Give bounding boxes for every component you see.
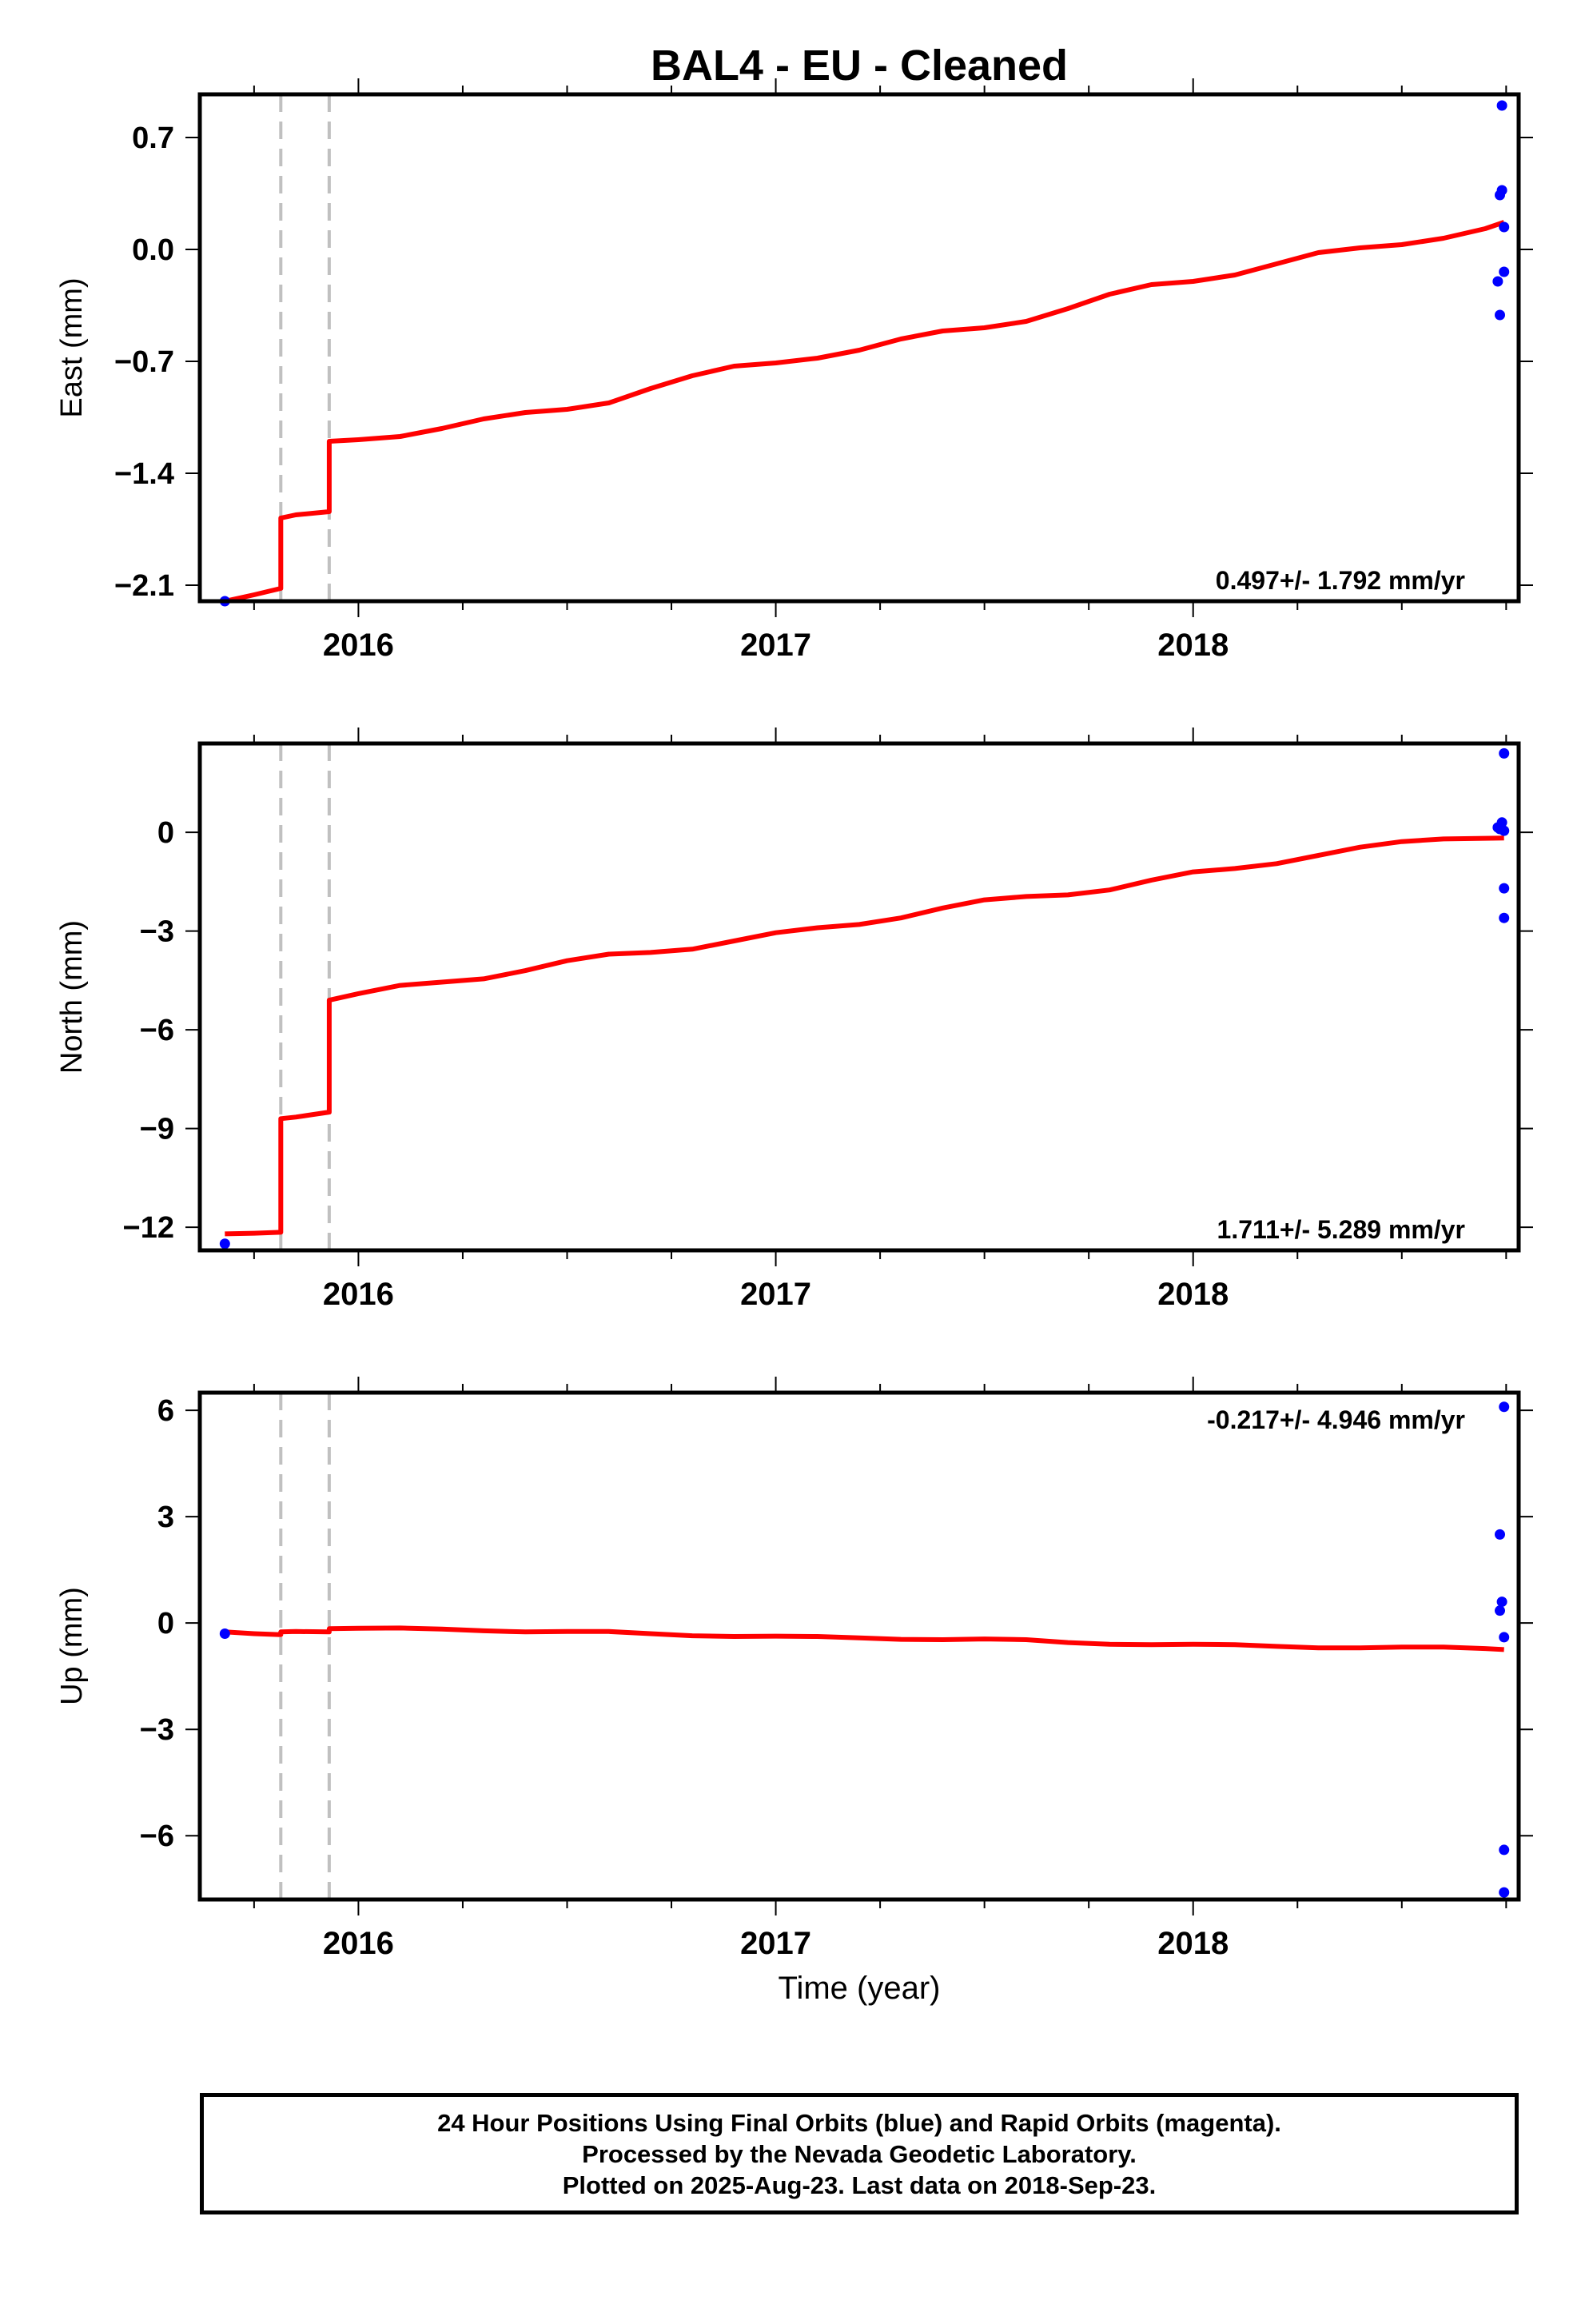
data-point (1499, 747, 1510, 759)
x-tick-label: 2016 (323, 1926, 394, 1961)
data-point (1499, 221, 1510, 233)
panel-frame (197, 92, 1521, 604)
y-tick-label: −6 (140, 1820, 174, 1853)
y-tick-label: −1.4 (114, 457, 174, 491)
data-point (1499, 266, 1510, 277)
panel-east: 0.7 0.0 −0.7 −1.4 −2.1 2016 2017 2018 East (mm) 0… (55, 78, 1533, 663)
x-tick-label: 2018 (1157, 1926, 1229, 1961)
data-point (1492, 276, 1503, 287)
y-tick-label: 0.7 (132, 122, 174, 155)
x-axis-label: Time (year) (779, 1971, 941, 2006)
y-tick-label: −12 (123, 1211, 174, 1245)
data-point (1499, 1844, 1510, 1856)
footer-line-orbits: 24 Hour Positions Using Final Orbits (bl… (437, 2108, 1281, 2137)
panel-up: 6 3 0 −3 −6 2016 2017 2018 Up (mm) -0.217+/- 4.94… (55, 1377, 1533, 1961)
data-point (1495, 1529, 1506, 1540)
data-point (1499, 912, 1510, 923)
model-fit-line (225, 835, 1504, 1237)
x-tick-label: 2018 (1157, 628, 1229, 663)
data-point (1495, 189, 1506, 201)
data-point (1499, 883, 1510, 894)
x-tick-label: 2017 (740, 1277, 811, 1312)
y-tick-label: 3 (157, 1501, 174, 1534)
x-tick-label: 2018 (1157, 1277, 1229, 1312)
y-tick-label: −0.7 (114, 345, 174, 379)
y-tick-label: −6 (140, 1014, 174, 1047)
y-tick-label: −3 (140, 915, 174, 949)
data-point (1495, 309, 1506, 321)
y-tick-label: 6 (157, 1394, 174, 1428)
footer-line-processor: Processed by the Nevada Geodetic Laborat… (582, 2139, 1137, 2168)
model-fit-line (224, 220, 1505, 601)
data-point (219, 1238, 230, 1250)
y-tick-label: −2.1 (114, 569, 174, 603)
model-fit-line (225, 1625, 1504, 1652)
x-tick-label: 2017 (740, 1926, 811, 1961)
data-point (1496, 1597, 1507, 1608)
y-tick-label: 0.0 (132, 233, 174, 267)
panel-frame (197, 1390, 1521, 1902)
y-axis-label: North (mm) (55, 920, 89, 1074)
velocity-annotation: 1.711+/- 5.289 mm/yr (1217, 1215, 1465, 1244)
y-tick-label: 0 (157, 816, 174, 850)
x-tick-label: 2016 (323, 628, 394, 663)
panel-frame (197, 741, 1521, 1253)
velocity-annotation: 0.497+/- 1.792 mm/yr (1216, 566, 1465, 595)
data-point (1499, 1401, 1510, 1413)
footer-info-box: 24 Hour Positions Using Final Orbits (bl… (200, 2093, 1519, 2214)
data-point (1499, 1887, 1510, 1898)
footer-line-dates: Plotted on 2025-Aug-23. Last data on 201… (562, 2171, 1157, 2199)
x-tick-label: 2016 (323, 1277, 394, 1312)
data-point (1499, 825, 1510, 836)
x-tick-label: 2017 (740, 628, 811, 663)
data-point (219, 1628, 230, 1639)
y-tick-label: −3 (140, 1713, 174, 1747)
data-point (1495, 1605, 1506, 1616)
y-tick-label: −9 (140, 1113, 174, 1146)
data-point (1499, 1632, 1510, 1643)
velocity-annotation: -0.217+/- 4.946 mm/yr (1207, 1405, 1465, 1434)
chart-title: BAL4 - EU - Cleaned (651, 42, 1068, 90)
y-axis-label: East (mm) (55, 277, 89, 417)
y-axis-label: Up (mm) (55, 1587, 89, 1705)
panel-north: 0 −3 −6 −9 −12 2016 2017 2018 North (mm) 1.711+/-… (55, 727, 1533, 1312)
y-tick-label: 0 (157, 1607, 174, 1640)
data-point (1496, 100, 1507, 111)
